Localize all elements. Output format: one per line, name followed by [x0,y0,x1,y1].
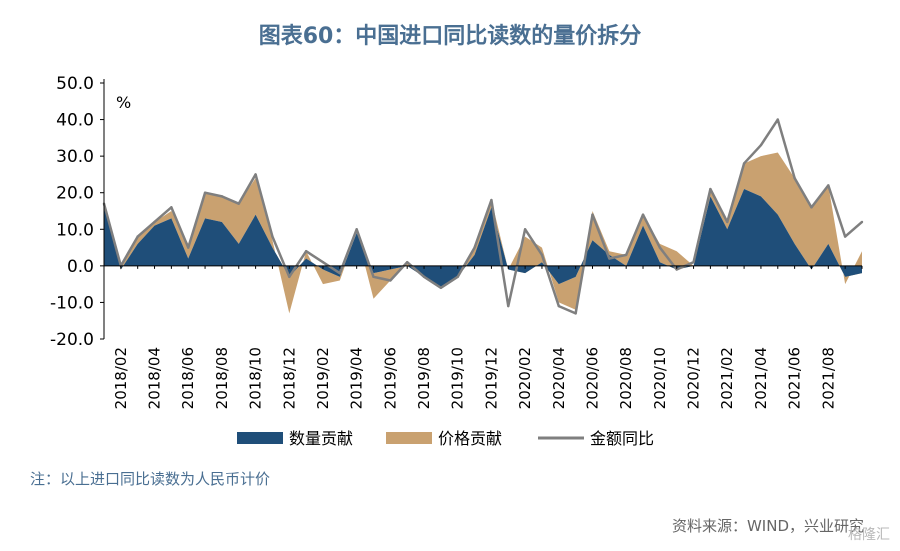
total-yoy-point [389,279,392,282]
footnote: 注：以上进口同比读数为人民币计价 [30,470,271,488]
total-yoy-point [641,213,645,216]
total-yoy-point [860,220,864,224]
total-yoy-point [220,195,224,198]
total-yoy-point [692,261,695,264]
total-yoy-point [406,261,409,264]
y-tick-label: -20.0 [50,330,94,350]
x-tick-label: 2018/04 [146,347,164,409]
watermark: 格隆汇 [848,527,890,543]
x-tick-label: 2018/08 [213,347,231,409]
area-series-group [104,152,862,314]
legend-item: 数量贡献 [237,429,353,448]
total-yoy-point [254,173,257,176]
total-yoy-point [574,312,577,315]
legend-item: 金额同比 [538,429,654,448]
x-tick-label: 2020/08 [617,347,635,409]
legend-swatch [237,432,283,444]
x-tick-label: 2018/02 [112,347,130,409]
x-tick-label: 2018/06 [179,347,197,409]
total-yoy-point [624,253,628,257]
total-yoy-point [726,220,729,224]
chart-area: 50.0 40.0 30.0 20.0 10.0 0.0 -10.0 -20.0 2018/02… [50,74,864,448]
total-yoy-point [557,304,560,308]
x-tick-label: 2019/04 [348,347,366,409]
total-yoy-point [170,206,173,209]
y-tick-label: -10.0 [50,293,94,313]
x-tick-label: 2021/04 [752,347,770,409]
total-yoy-point [338,271,342,275]
x-tick-label: 2021/02 [718,347,736,409]
total-yoy-point [810,206,813,209]
total-yoy-point [321,261,325,264]
x-tick-label: 2019/08 [415,347,433,409]
total-yoy-point [759,143,763,147]
total-yoy-point [793,176,796,180]
legend-label: 金额同比 [590,429,654,448]
legend-label: 价格贡献 [438,429,502,448]
total-yoy-point [136,235,139,238]
x-tick-label: 2019/06 [381,347,399,409]
total-yoy-point [591,213,594,216]
total-yoy-point [153,220,156,224]
total-yoy-point [776,118,779,121]
y-tick-label: 30.0 [56,147,94,167]
price-contribution-area [104,152,862,314]
total-yoy-point [608,257,611,260]
y-tick-label: 20.0 [56,184,94,204]
total-yoy-point [439,286,443,289]
total-yoy-point [742,162,746,165]
quantity-contribution-area [104,189,862,288]
total-yoy-point [507,304,510,308]
x-tick-label: 2019/10 [449,347,467,409]
total-yoy-point [355,228,358,231]
total-yoy-point [675,268,678,271]
axes-group: 50.0 40.0 30.0 20.0 10.0 0.0 -10.0 -20.0 2018/02… [50,74,863,409]
total-yoy-point [187,246,190,249]
total-yoy-line [102,118,863,315]
total-yoy-point [540,253,544,257]
total-yoy-point [304,250,308,253]
total-yoy-point [203,191,207,194]
x-tick-label: 2020/02 [516,347,534,409]
total-yoy-point [709,187,712,191]
legend: 数量贡献 价格贡献 金额同比 [237,429,654,448]
x-tick-label: 2021/08 [819,347,837,409]
total-yoy-point [523,228,527,231]
total-yoy-point [271,235,274,238]
total-yoy-point [490,198,493,202]
x-tick-label: 2018/10 [247,347,265,409]
y-tick-label: 0.0 [67,257,94,277]
total-yoy-point [422,275,426,279]
x-tick-label: 2020/04 [550,347,568,409]
total-yoy-point [456,275,459,279]
total-yoy-point [288,275,291,279]
y-tick-label: 40.0 [56,111,94,131]
chart-title: 图表60：中国进口同比读数的量价拆分 [258,24,642,49]
x-tick-label: 2020/06 [583,347,601,409]
line-series-group [102,118,864,315]
x-tick-label: 2019/12 [482,347,500,409]
unit-label: % [116,93,131,112]
x-tick-label: 2021/06 [786,347,804,409]
total-yoy-point [827,184,830,187]
x-tick-label: 2020/12 [685,347,703,409]
total-yoy-point [372,275,375,279]
legend-item: 价格贡献 [386,429,502,448]
y-tick-label: 50.0 [56,74,94,94]
total-yoy-point [843,235,847,238]
x-tick-label: 2019/02 [314,347,332,409]
total-yoy-point [658,246,662,249]
total-yoy-point [237,202,240,205]
legend-swatch [386,432,432,444]
x-tick-label: 2018/12 [280,347,298,409]
source-text: 资料来源：WIND，兴业研究 [671,517,864,535]
x-tick-label: 2020/10 [651,347,669,409]
total-yoy-point [473,246,476,249]
legend-label: 数量贡献 [289,429,353,448]
y-tick-label: 10.0 [56,220,94,240]
